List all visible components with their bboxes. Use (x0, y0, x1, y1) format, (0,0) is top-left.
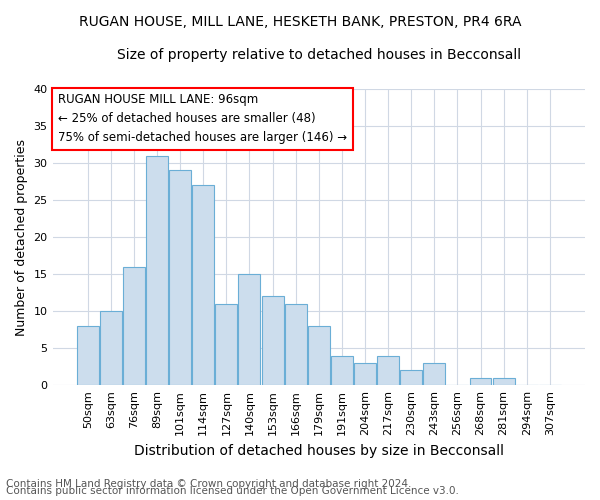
Title: Size of property relative to detached houses in Becconsall: Size of property relative to detached ho… (117, 48, 521, 62)
Bar (493, 378, 515, 385)
Bar (331, 356, 353, 385)
Bar (146, 156, 168, 385)
Bar (284, 304, 307, 385)
Bar (262, 296, 284, 385)
Text: RUGAN HOUSE MILL LANE: 96sqm
← 25% of detached houses are smaller (48)
75% of se: RUGAN HOUSE MILL LANE: 96sqm ← 25% of de… (58, 94, 347, 144)
Bar (470, 378, 491, 385)
Bar (238, 274, 260, 385)
Y-axis label: Number of detached properties: Number of detached properties (15, 138, 28, 336)
Bar (400, 370, 422, 385)
Bar (169, 170, 191, 385)
Bar (192, 186, 214, 385)
Bar (123, 266, 145, 385)
Bar (77, 326, 98, 385)
Bar (215, 304, 238, 385)
Bar (308, 326, 330, 385)
Text: Contains public sector information licensed under the Open Government Licence v3: Contains public sector information licen… (6, 486, 459, 496)
Bar (377, 356, 399, 385)
Bar (100, 311, 122, 385)
X-axis label: Distribution of detached houses by size in Becconsall: Distribution of detached houses by size … (134, 444, 504, 458)
Text: RUGAN HOUSE, MILL LANE, HESKETH BANK, PRESTON, PR4 6RA: RUGAN HOUSE, MILL LANE, HESKETH BANK, PR… (79, 15, 521, 29)
Text: Contains HM Land Registry data © Crown copyright and database right 2024.: Contains HM Land Registry data © Crown c… (6, 479, 412, 489)
Bar (424, 363, 445, 385)
Bar (354, 363, 376, 385)
